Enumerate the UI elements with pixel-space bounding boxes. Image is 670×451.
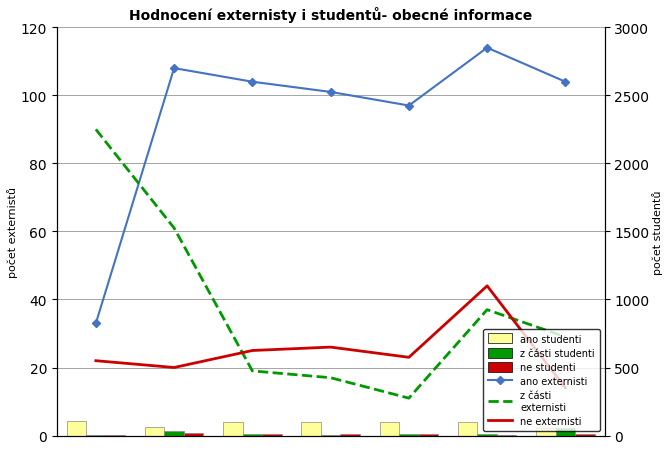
Bar [184, 433, 204, 436]
Legend: ano studenti, z části studenti, ne studenti, ano externisti, z části
externisti,: ano studenti, z části studenti, ne stude… [483, 329, 600, 431]
Bar [164, 431, 184, 436]
Bar [536, 428, 555, 436]
Title: Hodnocení externisty i studentů- obecné informace: Hodnocení externisty i studentů- obecné … [129, 7, 532, 23]
Bar [555, 428, 575, 436]
Y-axis label: počet studentů: počet studentů [652, 190, 663, 274]
Bar [86, 435, 106, 436]
Bar [340, 434, 360, 436]
Bar [497, 435, 517, 436]
Y-axis label: počet externistů: počet externistů [7, 187, 18, 277]
Bar [419, 434, 438, 436]
Bar [145, 427, 164, 436]
Bar [458, 422, 477, 436]
Bar [223, 422, 243, 436]
Bar [262, 434, 281, 436]
Bar [379, 423, 399, 436]
Bar [243, 434, 262, 436]
Bar [399, 434, 419, 436]
Bar [321, 435, 340, 436]
Bar [106, 435, 125, 436]
Bar [302, 422, 321, 436]
Bar [66, 421, 86, 436]
Bar [477, 434, 497, 436]
Bar [575, 434, 595, 436]
